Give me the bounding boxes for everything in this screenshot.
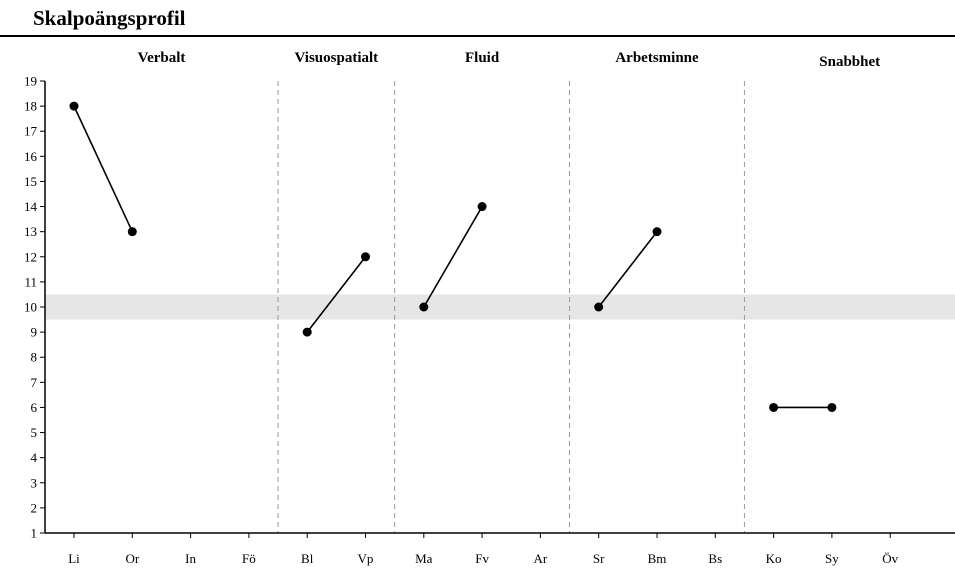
x-tick-label: In	[185, 551, 196, 566]
x-tick-label: Fv	[475, 551, 489, 566]
data-point	[477, 202, 487, 212]
data-point	[594, 302, 604, 312]
x-tick-label: Sr	[593, 551, 605, 566]
series-layer	[69, 101, 837, 412]
group-label: Arbetsminne	[615, 50, 699, 66]
y-tick-label: 13	[24, 224, 37, 239]
group-label: Visuospatialt	[295, 50, 379, 66]
y-tick-label: 9	[31, 325, 38, 340]
reference-band-layer	[45, 294, 955, 320]
x-tick-label: Ma	[415, 551, 433, 566]
data-point	[361, 252, 370, 262]
group-label: Verbalt	[138, 50, 186, 66]
data-point	[302, 327, 312, 337]
series-line	[423, 206, 483, 308]
x-tick-label: Bm	[648, 551, 667, 566]
y-tick-label: 19	[24, 74, 37, 89]
y-tick-label: 18	[24, 99, 37, 114]
data-point	[69, 101, 79, 111]
series-line	[73, 105, 134, 233]
y-tick-label: 15	[24, 174, 37, 189]
x-tick-label: Fö	[242, 551, 256, 566]
series-line	[598, 231, 658, 308]
y-tick-label: 3	[31, 475, 38, 490]
y-tick-label: 11	[24, 274, 37, 289]
x-tick-label: Sy	[825, 551, 839, 566]
data-point	[652, 227, 662, 237]
y-tick-label: 14	[24, 199, 38, 214]
y-tick-label: 6	[31, 400, 38, 415]
data-point	[769, 402, 779, 412]
x-tick-label: Li	[68, 551, 80, 566]
y-tick-label: 8	[31, 350, 38, 365]
x-tick-label: Bl	[301, 551, 314, 566]
y-tick-label: 5	[31, 425, 38, 440]
series-line	[306, 256, 367, 333]
data-point	[419, 302, 429, 312]
title-rule	[0, 35, 955, 37]
group-label-layer: Verbalt Visuospatialt Fluid Arbetsminne Snab…	[138, 50, 881, 70]
x-tick-label: Ko	[766, 551, 782, 566]
y-tick-label: 17	[24, 124, 38, 139]
reference-band	[45, 294, 955, 320]
data-point	[827, 402, 837, 412]
y-tick-label: 10	[24, 300, 37, 315]
x-tick-label: Vp	[358, 551, 374, 566]
group-label: Fluid	[465, 50, 500, 66]
chart-title: Skalpoängsprofil	[33, 6, 186, 30]
y-tick-label: 7	[31, 375, 38, 390]
data-point	[127, 227, 137, 237]
y-tick-label: 2	[31, 500, 38, 515]
y-tick-label: 4	[31, 450, 38, 465]
y-tick-label: 1	[31, 526, 38, 541]
y-tick-label: 12	[24, 249, 37, 264]
x-tick-label: Bs	[708, 551, 722, 566]
y-tick-label: 16	[24, 149, 38, 164]
group-label: Snabbhet	[819, 54, 880, 70]
x-tick-label: Ar	[534, 551, 548, 566]
group-divider-layer	[277, 81, 745, 533]
x-tick-label: Or	[125, 551, 139, 566]
x-tick-label: Öv	[882, 551, 898, 566]
